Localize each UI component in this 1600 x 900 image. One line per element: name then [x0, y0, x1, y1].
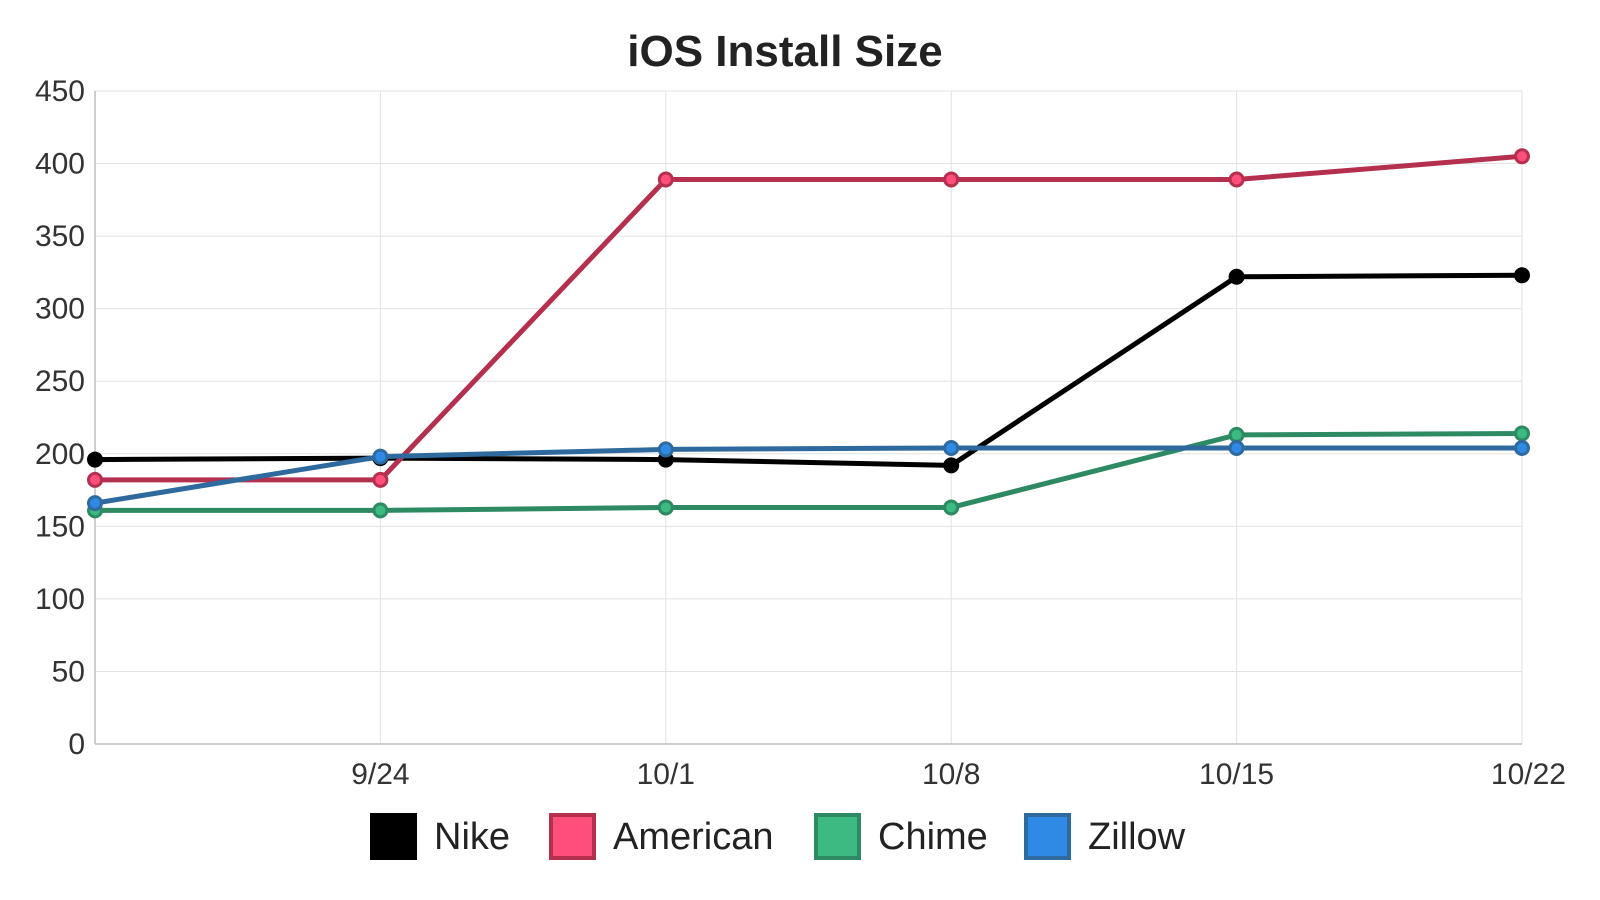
- series-lines: [87, 148, 1530, 519]
- legend-item-nike[interactable]: Nike: [370, 813, 510, 860]
- legend-label-chime: Chime: [878, 816, 988, 858]
- series-line-american: [92, 153, 1525, 483]
- data-point-zillow[interactable]: [87, 495, 103, 512]
- axes: 0 50 100 150 200 250 300 350 400 450 9/24 10/1 10/8 1…: [35, 75, 1566, 791]
- data-point-nike[interactable]: [943, 457, 960, 474]
- y-tick-label: 350: [35, 220, 85, 253]
- x-tick-label: 9/24: [351, 758, 409, 791]
- series-zillow: [87, 439, 1530, 512]
- y-tick-label: 200: [35, 438, 85, 471]
- legend-swatch-zillow: [1024, 813, 1071, 860]
- data-point-american[interactable]: [943, 171, 960, 188]
- data-point-nike[interactable]: [1228, 268, 1245, 285]
- series-nike: [87, 267, 1530, 474]
- series-line-nike: [92, 272, 1525, 468]
- legend-swatch-chime: [814, 813, 861, 860]
- legend-item-chime[interactable]: Chime: [814, 813, 988, 860]
- series-line-zillow: [92, 445, 1525, 506]
- y-tick-label: 0: [68, 728, 85, 761]
- x-tick-label: 10/8: [922, 758, 980, 791]
- legend-label-american: American: [613, 816, 774, 858]
- data-point-zillow[interactable]: [372, 448, 389, 465]
- chart-title: iOS Install Size: [627, 27, 942, 76]
- data-point-nike[interactable]: [1514, 267, 1530, 284]
- y-tick-label: 150: [35, 510, 85, 543]
- data-point-american[interactable]: [87, 471, 103, 488]
- legend-swatch-nike: [370, 813, 417, 860]
- data-point-american[interactable]: [372, 471, 389, 488]
- x-tick-label: 10/15: [1199, 758, 1274, 791]
- data-point-zillow[interactable]: [943, 439, 960, 456]
- legend: Nike American Chime Zillow: [370, 813, 1186, 860]
- legend-item-zillow[interactable]: Zillow: [1024, 813, 1186, 860]
- legend-item-american[interactable]: American: [549, 813, 774, 860]
- data-point-chime[interactable]: [657, 499, 674, 516]
- data-point-nike[interactable]: [87, 451, 103, 468]
- data-point-american[interactable]: [657, 171, 674, 188]
- data-point-chime[interactable]: [372, 502, 389, 519]
- data-point-american[interactable]: [1228, 171, 1245, 188]
- x-tick-label: 10/1: [637, 758, 695, 791]
- y-tick-label: 50: [52, 655, 85, 688]
- series-line-chime: [92, 430, 1525, 513]
- data-point-chime[interactable]: [1514, 425, 1530, 442]
- y-tick-label: 300: [35, 293, 85, 326]
- y-tick-label: 250: [35, 365, 85, 398]
- y-tick-label: 450: [35, 75, 85, 108]
- data-point-zillow[interactable]: [1228, 439, 1245, 456]
- data-point-chime[interactable]: [943, 499, 960, 516]
- grid: [95, 90, 1523, 744]
- series-american: [87, 148, 1530, 488]
- data-point-zillow[interactable]: [1514, 439, 1530, 456]
- legend-swatch-american: [549, 813, 596, 860]
- y-tick-label: 400: [35, 148, 85, 181]
- data-point-zillow[interactable]: [657, 441, 674, 458]
- legend-label-zillow: Zillow: [1088, 816, 1186, 858]
- data-point-chime[interactable]: [1228, 426, 1245, 443]
- data-point-american[interactable]: [1514, 148, 1530, 165]
- legend-label-nike: Nike: [434, 816, 510, 858]
- x-tick-label: 10/22: [1491, 758, 1566, 791]
- y-tick-label: 100: [35, 583, 85, 616]
- series-chime: [87, 425, 1530, 519]
